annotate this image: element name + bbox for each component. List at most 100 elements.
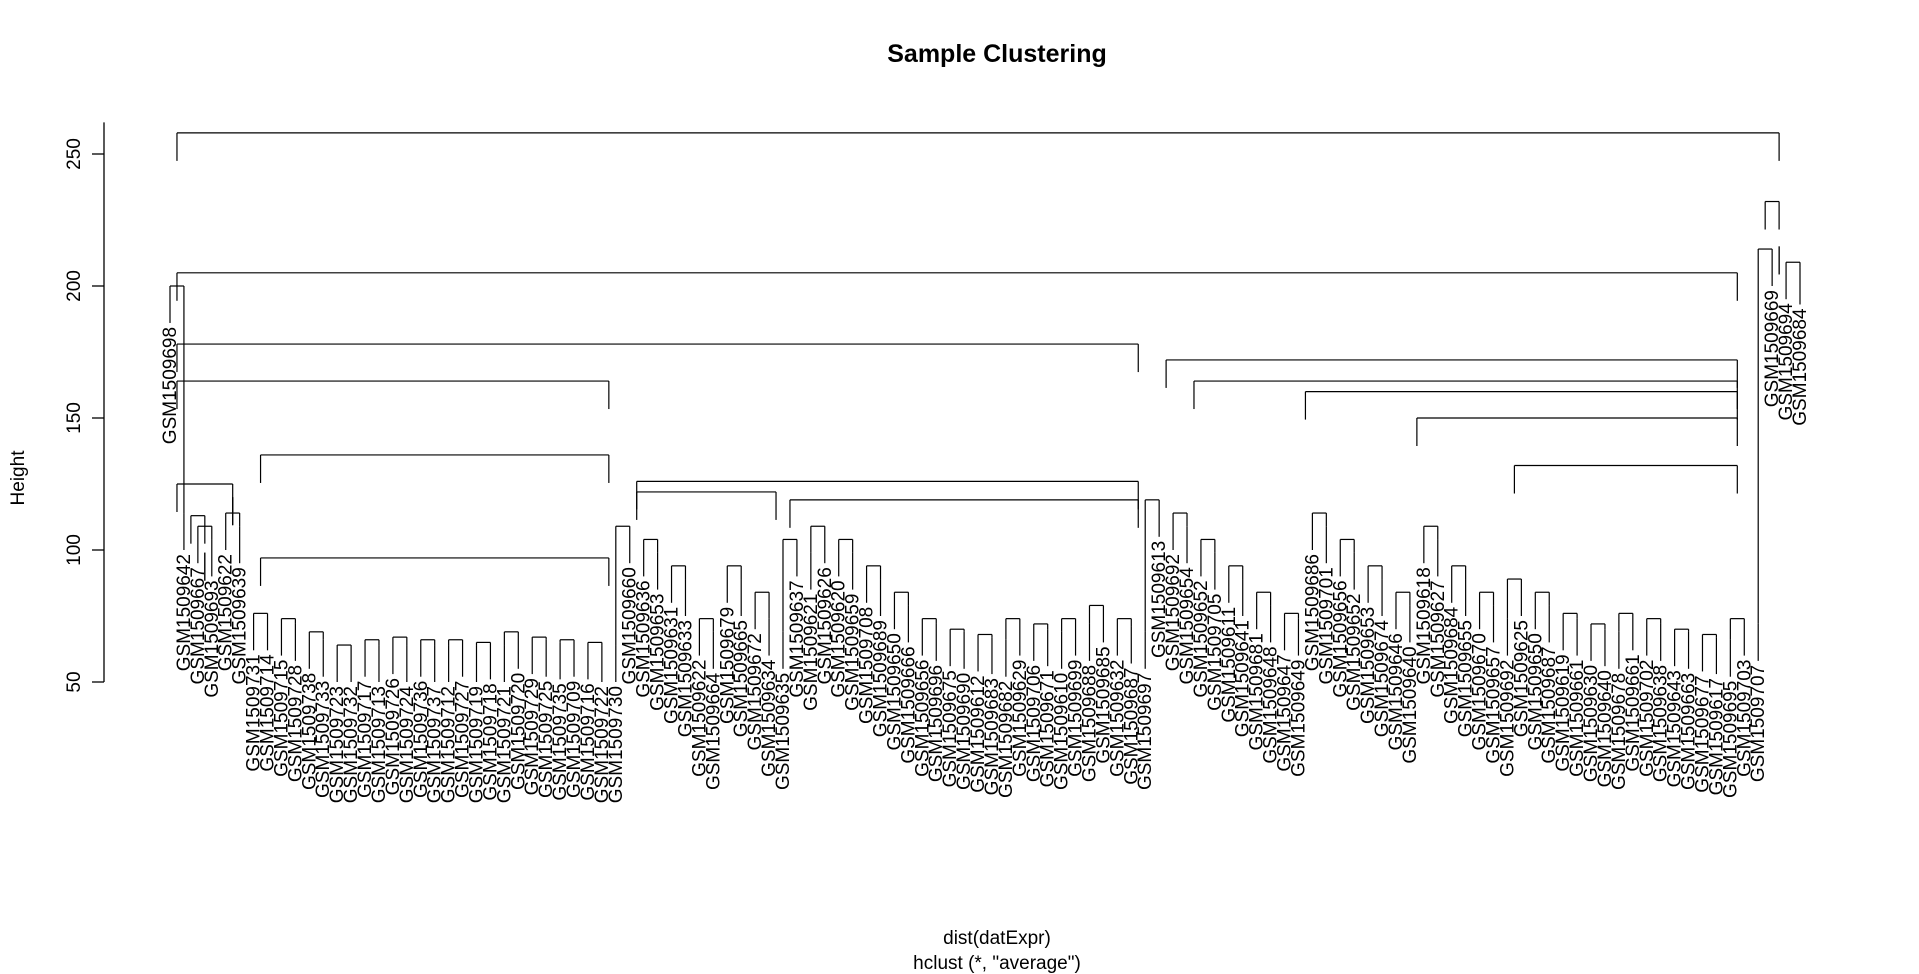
leaf-label: GSM1509640 <box>1400 646 1421 763</box>
leaf-label: GSM1509738 <box>299 673 320 790</box>
leaf-label: GSM1509643 <box>1665 670 1686 787</box>
leaf-label: GSM1509639 <box>230 567 251 684</box>
leaf-label: GSM1509715 <box>271 660 292 777</box>
leaf-label: GSM1509707 <box>1748 665 1769 782</box>
leaf-label: GSM1509706 <box>1024 665 1045 782</box>
method-subtitle: hclust (*, "average") <box>913 953 1081 974</box>
leaf-label: GSM1509694 <box>1776 303 1797 421</box>
leaf-label: GSM1509640 <box>1595 670 1616 787</box>
leaf-label: GSM1509653 <box>1358 607 1379 724</box>
leaf-label: GSM1509636 <box>634 580 655 697</box>
leaf-label: GSM1509698 <box>160 327 181 444</box>
leaf-label: GSM1509666 <box>898 646 919 763</box>
leaf-label: GSM1509654 <box>1177 567 1198 685</box>
leaf-label: GSM1509652 <box>1344 594 1365 711</box>
leaf-label: GSM1509641 <box>1233 620 1254 737</box>
leaf-label: GSM1509663 <box>1679 673 1700 790</box>
leaf-label: GSM1509620 <box>829 580 850 697</box>
leaf-label: GSM1509622 <box>216 554 237 671</box>
leaf-label: GSM1509655 <box>1456 620 1477 737</box>
leaf-label: GSM1509667 <box>188 567 209 684</box>
leaf-label: GSM1509725 <box>536 681 557 798</box>
chart-title: Sample Clustering <box>887 40 1107 68</box>
leaf-label: GSM1509652 <box>1191 580 1212 697</box>
leaf-label: GSM1509688 <box>1079 665 1100 782</box>
leaf-label: GSM1509625 <box>1511 620 1532 737</box>
leaf-label: GSM1509664 <box>703 672 724 790</box>
leaf-label: GSM1509630 <box>1581 665 1602 782</box>
leaf-label: GSM1509692 <box>1497 660 1518 777</box>
leaf-label: GSM1509657 <box>1484 646 1505 763</box>
leaf-label: GSM1509632 <box>1107 660 1128 777</box>
y-tick-label: 200 <box>64 270 85 302</box>
leaf-label: GSM1509669 <box>1762 290 1783 407</box>
leaf-label: GSM1509729 <box>522 678 543 795</box>
leaf-label: GSM1509686 <box>1302 554 1323 671</box>
leaf-label: GSM1509631 <box>662 607 683 724</box>
leaf-label: GSM1509713 <box>369 686 390 803</box>
leaf-label: GSM1509678 <box>1609 673 1630 790</box>
leaf-label: GSM1509648 <box>1261 646 1282 763</box>
leaf-label: GSM1509665 <box>731 620 752 737</box>
leaf-label: GSM1509618 <box>1414 567 1435 684</box>
leaf-label: GSM1509703 <box>1734 660 1755 777</box>
leaf-label: GSM1509695 <box>1720 681 1741 798</box>
leaf-label: GSM1509733 <box>313 681 334 798</box>
leaf-label: GSM1509723 <box>327 686 348 803</box>
leaf-label: GSM1509685 <box>1093 646 1114 763</box>
leaf-label: GSM1509661 <box>1623 654 1644 771</box>
leaf-label: GSM1509724 <box>397 686 418 804</box>
leaf-label: GSM1509712 <box>439 686 460 803</box>
leaf-label: GSM1509720 <box>508 673 529 790</box>
leaf-label: GSM1509728 <box>285 665 306 782</box>
leaf-label: GSM1509736 <box>411 681 432 798</box>
leaf-label: GSM1509708 <box>857 607 878 724</box>
leaf-labels: GSM1509698 GSM1509642GSM1509667GSM1509693… <box>160 290 1811 803</box>
leaf-label: GSM1509683 <box>982 678 1003 795</box>
leaf-label: GSM1509730 <box>606 686 627 803</box>
leaf-label: GSM1509619 <box>1553 654 1574 771</box>
leaf-label: GSM1509653 <box>648 594 669 711</box>
leaf-label: GSM1509735 <box>550 683 571 800</box>
leaf-label: GSM1509633 <box>675 620 696 737</box>
leaf-label: GSM1509726 <box>383 678 404 795</box>
leaf-label: GSM1509682 <box>996 681 1017 798</box>
leaf-label: GSM1509731 <box>244 654 265 771</box>
leaf-label: GSM1509672 <box>745 633 766 750</box>
leaf-label: GSM1509622 <box>689 660 710 777</box>
leaf-label: GSM1509621 <box>801 594 822 711</box>
leaf-label: GSM1509638 <box>1651 665 1672 782</box>
leaf-label: GSM1509610 <box>1052 673 1073 790</box>
leaf-label: GSM1509696 <box>926 665 947 782</box>
leaf-label: GSM1509671 <box>1038 670 1059 787</box>
y-tick-label: 50 <box>64 671 85 692</box>
leaf-label: GSM1509646 <box>1386 633 1407 750</box>
leaf-label: GSM1509721 <box>494 686 515 803</box>
leaf-label: GSM1509629 <box>1010 660 1031 777</box>
leaf-label: GSM1509656 <box>1330 580 1351 697</box>
leaf-label: GSM1509692 <box>1163 554 1184 671</box>
leaf-label: GSM1509647 <box>1275 654 1296 771</box>
leaf-label: GSM1509689 <box>871 620 892 737</box>
leaf-label: GSM1509634 <box>759 659 780 777</box>
leaf-label: GSM1509690 <box>954 673 975 790</box>
leaf-label: GSM1509718 <box>480 683 501 800</box>
leaf-label: GSM1509617 <box>1706 678 1727 795</box>
y-tick-label: 250 <box>64 138 85 170</box>
x-axis-label: dist(datExpr) <box>943 928 1051 949</box>
y-tick-label: 150 <box>64 402 85 434</box>
leaf-label: GSM1509670 <box>1470 633 1491 750</box>
leaf-label: GSM1509637 <box>787 580 808 697</box>
leaf-label: GSM1509635 <box>773 673 794 790</box>
leaf-label: GSM1509722 <box>592 686 613 803</box>
leaf-label: GSM1509611 <box>1219 607 1240 723</box>
leaf-label: GSM1509627 <box>1428 580 1449 697</box>
y-axis: 50 100 150 200 250 <box>64 122 105 693</box>
leaf-label: GSM1509732 <box>341 686 362 803</box>
leaf-label: GSM1509677 <box>1692 675 1713 792</box>
leaf-label: GSM1509684 <box>1442 606 1463 724</box>
leaf-label: GSM1509649 <box>1288 660 1309 777</box>
leaf-label: GSM1509697 <box>1135 673 1156 790</box>
leaf-label: GSM1509679 <box>717 607 738 724</box>
